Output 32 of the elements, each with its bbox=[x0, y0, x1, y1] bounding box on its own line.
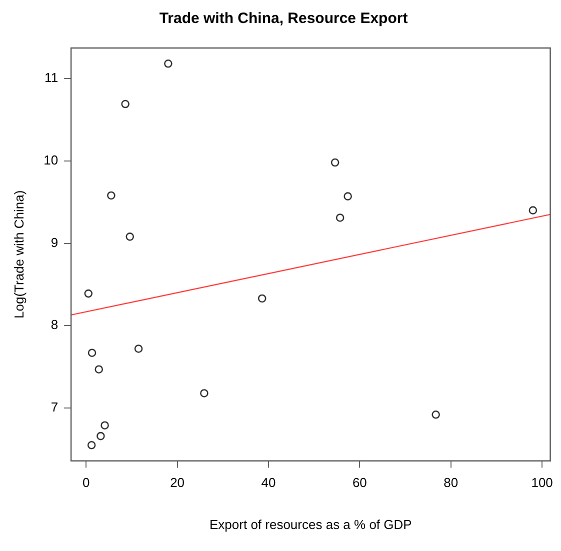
point bbox=[96, 432, 105, 440]
point bbox=[87, 440, 96, 450]
point bbox=[94, 365, 104, 374]
x-tick-label: 80 bbox=[444, 475, 458, 490]
y-tick-label: 10 bbox=[44, 152, 58, 168]
y-tick-label: 7 bbox=[50, 400, 58, 415]
point bbox=[88, 348, 96, 358]
x-tick-label: 60 bbox=[352, 475, 367, 490]
point bbox=[84, 289, 93, 298]
x-tick-label: 40 bbox=[261, 475, 276, 490]
y-tick-label: 9 bbox=[50, 234, 58, 250]
x-tick-label: 0 bbox=[82, 475, 90, 490]
y-tick-label: 8 bbox=[50, 317, 58, 332]
point bbox=[200, 389, 208, 398]
point bbox=[126, 232, 134, 241]
point bbox=[528, 206, 538, 214]
y-tick-label: 11 bbox=[44, 70, 58, 86]
point bbox=[107, 191, 116, 200]
x-tick-label: 100 bbox=[531, 475, 553, 490]
point bbox=[164, 60, 172, 68]
point bbox=[344, 192, 352, 200]
x-axis-title: Export of resources as a % of GDP bbox=[210, 516, 412, 532]
point bbox=[330, 158, 340, 167]
point bbox=[336, 214, 344, 222]
x-tick-label: 20 bbox=[170, 475, 185, 490]
point bbox=[258, 294, 266, 303]
point bbox=[121, 100, 130, 108]
chart-title: Trade with China, Resource Export bbox=[159, 10, 408, 28]
y-axis-title: Log(Trade with China) bbox=[11, 190, 26, 318]
point bbox=[100, 421, 109, 430]
point bbox=[134, 344, 143, 353]
point bbox=[432, 410, 440, 419]
